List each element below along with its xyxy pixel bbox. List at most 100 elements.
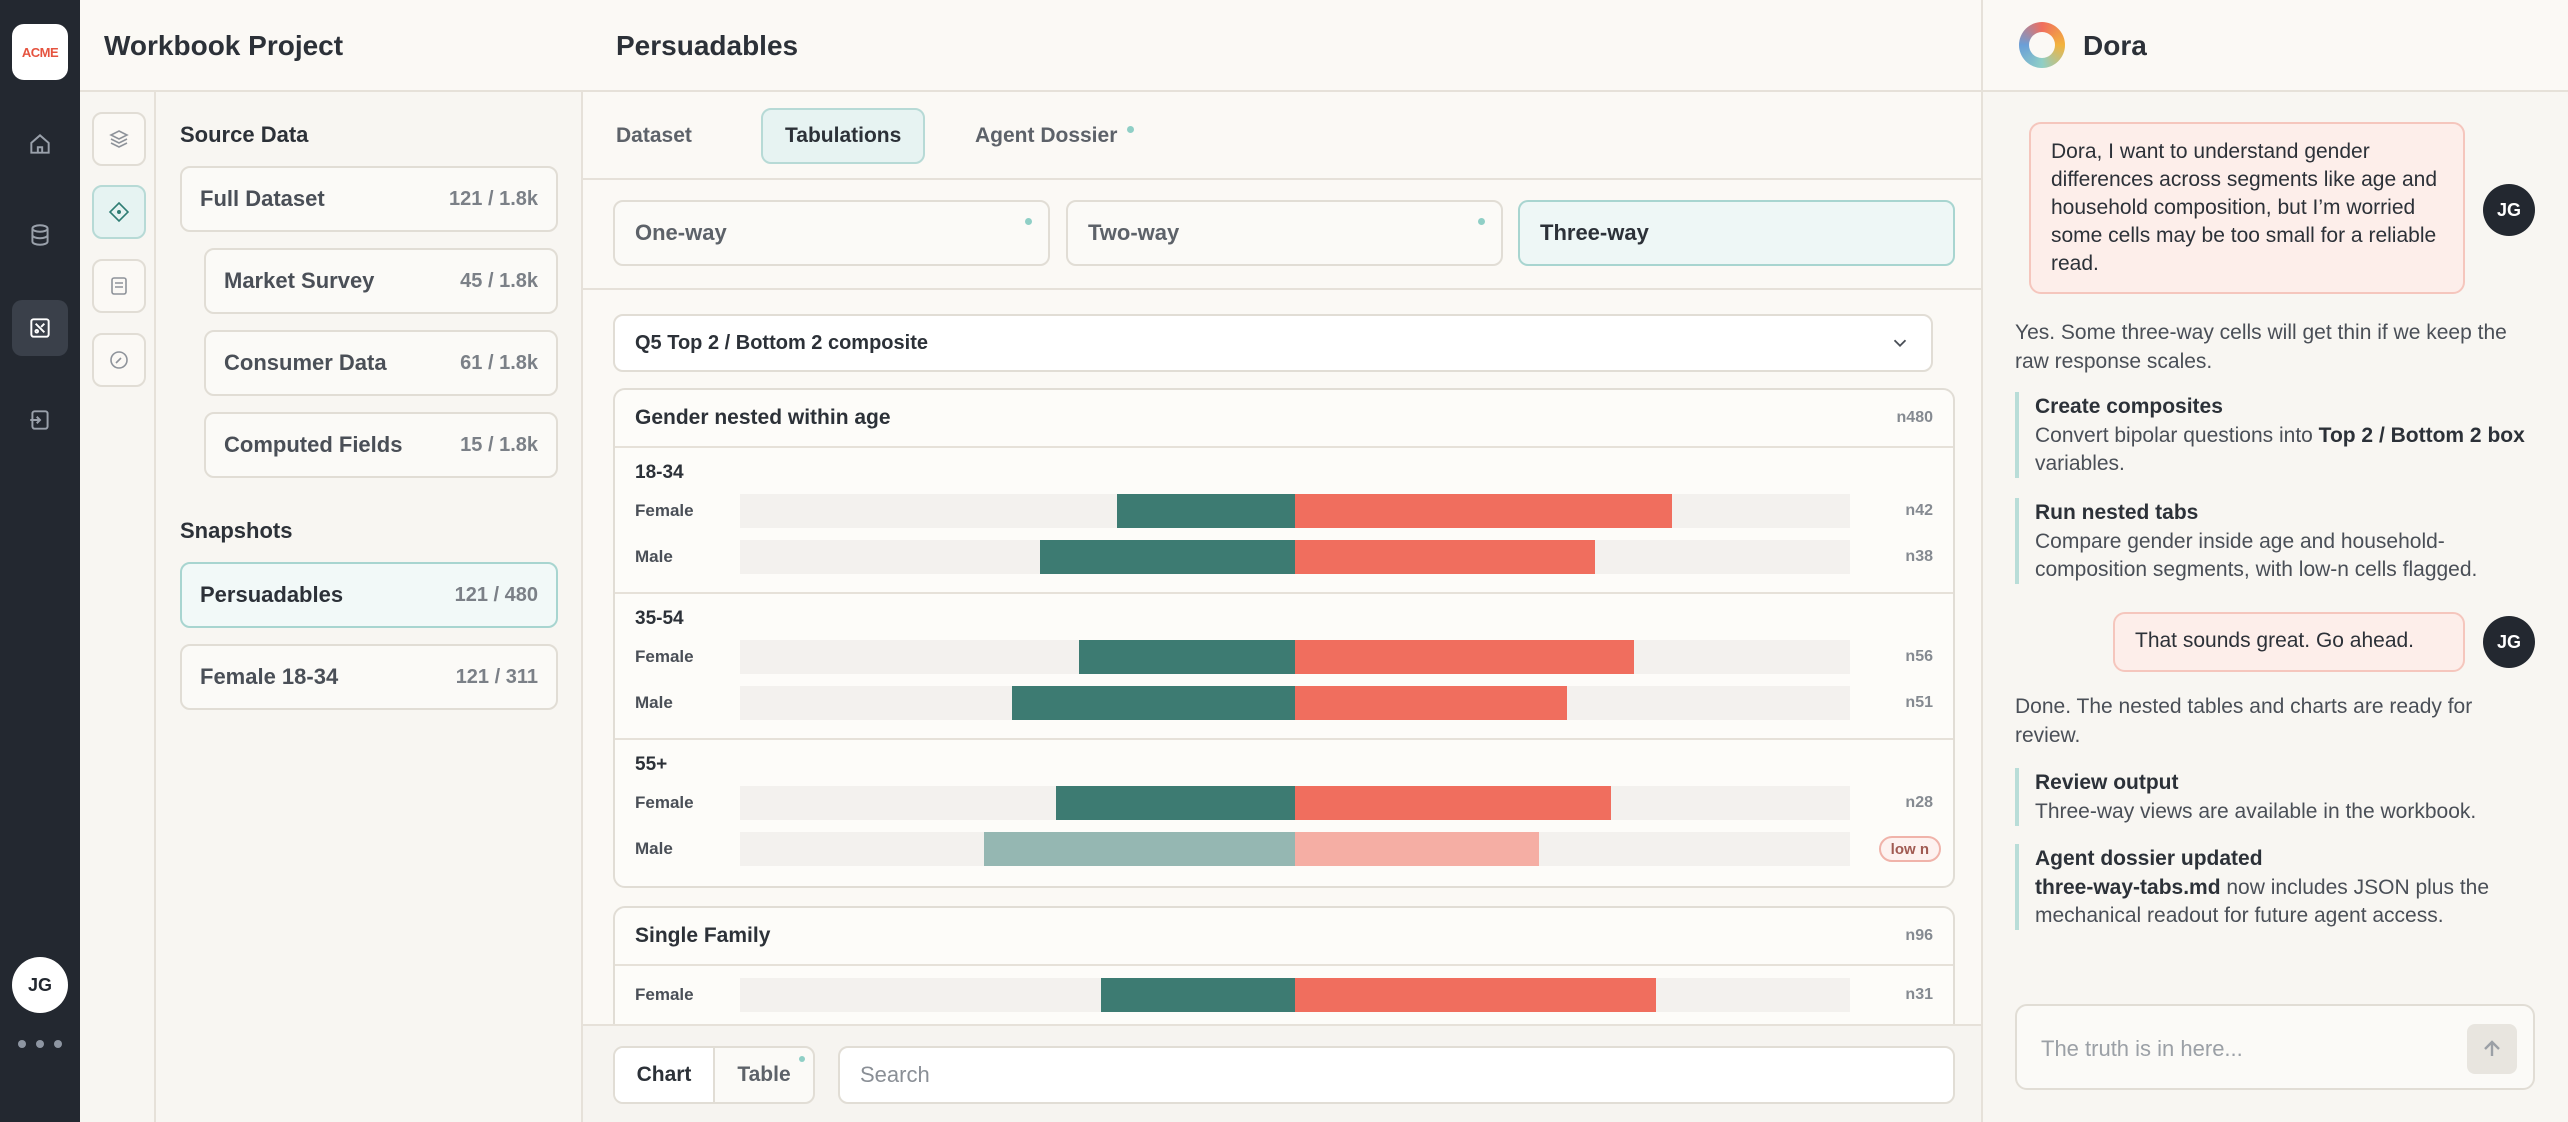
logo-text: ACME <box>21 44 59 60</box>
bar-row-n: n51 <box>1905 694 1933 711</box>
snapshot-name: Persuadables <box>200 582 344 607</box>
bar-row-label: Female <box>635 985 694 1004</box>
user-avatar[interactable]: JG <box>12 957 68 1013</box>
user-avatar: JG <box>2483 184 2535 236</box>
bar-row[interactable]: Female n28 <box>615 786 1953 820</box>
chart-card-n: n96 <box>1905 927 1933 944</box>
bar-row-label: Male <box>635 547 673 566</box>
bar-track <box>740 978 1850 1012</box>
group-label: 55+ <box>635 754 668 775</box>
acme-logo[interactable]: ACME <box>12 24 68 80</box>
chart-card-header: Single Family n96 <box>615 908 1953 966</box>
dora-avatar-icon <box>2019 22 2065 68</box>
tab-dataset[interactable]: Dataset <box>594 108 714 164</box>
snapshot-name: Female 18-34 <box>200 664 339 689</box>
bar-row-label: Female <box>635 501 694 520</box>
tab-tabulations[interactable]: Tabulations <box>761 108 926 164</box>
bar-row[interactable]: Male n51 <box>615 686 1953 720</box>
step-desc: Three-way views are available in the wor… <box>2035 800 2477 823</box>
step-agent-dossier-updated: Agent dossier updated three-way-tabs.md … <box>2015 844 2535 930</box>
step-title: Create composites <box>2035 395 2223 418</box>
search-input[interactable] <box>838 1046 1955 1104</box>
step-desc: three-way-tabs.md now includes JSON plus… <box>2035 876 2490 927</box>
bar-top2 <box>1295 832 1540 866</box>
chat-input[interactable]: The truth is in here... <box>2015 1004 2535 1090</box>
dataset-consumer-data[interactable]: Consumer Data 61 / 1.8k <box>204 330 558 396</box>
question-select-value: Q5 Top 2 / Bottom 2 composite <box>635 331 928 354</box>
bar-bottom2 <box>1100 978 1295 1012</box>
status-dot <box>799 1056 805 1062</box>
project-header: Workbook Project <box>80 0 583 92</box>
more-icon[interactable] <box>18 1034 62 1054</box>
chart-card: Gender nested within age n480 18-34 Femal… <box>613 388 1955 888</box>
question-select[interactable]: Q5 Top 2 / Bottom 2 composite <box>613 314 1933 372</box>
bar-row[interactable]: Male low n <box>615 832 1953 866</box>
bar-track <box>740 640 1850 674</box>
status-dot <box>1478 218 1485 225</box>
tabulation-icon[interactable] <box>12 300 68 356</box>
dataset-market-survey[interactable]: Market Survey 45 / 1.8k <box>204 248 558 314</box>
bar-row[interactable]: Female n31 <box>615 978 1953 1012</box>
bar-bottom2 <box>1117 494 1295 528</box>
dataset-name: Full Dataset <box>200 186 325 211</box>
view-tabs: Dataset Tabulations Agent Dossier <box>583 92 1981 180</box>
bar-row-label: Male <box>635 839 673 858</box>
tab-label: Agent Dossier <box>975 124 1118 147</box>
assistant-header: Dora <box>1983 0 2568 92</box>
bar-row-n: n38 <box>1905 548 1933 565</box>
table-view-button[interactable]: Table <box>715 1048 813 1102</box>
snapshot-female-18-34[interactable]: Female 18-34 121 / 311 <box>180 644 558 710</box>
bar-row-label: Female <box>635 647 694 666</box>
dataset-name: Market Survey <box>224 268 375 293</box>
way-one-way[interactable]: One-way <box>613 200 1050 266</box>
step-title: Agent dossier updated <box>2035 847 2263 870</box>
import-icon[interactable] <box>12 392 68 448</box>
assistant-name: Dora <box>2083 30 2147 61</box>
group-label: 18-34 <box>635 462 684 483</box>
bar-row[interactable]: Female n56 <box>615 640 1953 674</box>
dataset-count: 45 / 1.8k <box>460 269 538 292</box>
dataset-name: Computed Fields <box>224 432 403 457</box>
chart-groups: Femalen31Male <box>615 966 1953 1024</box>
chart-group: Femalen31Male <box>615 966 1953 1024</box>
document-icon[interactable] <box>92 259 146 313</box>
bar-track <box>740 786 1850 820</box>
way-three-way[interactable]: Three-way <box>1518 200 1955 266</box>
step-desc: Compare gender inside age and household-… <box>2035 530 2478 581</box>
dataset-count: 61 / 1.8k <box>460 351 538 374</box>
chart-card-header: Gender nested within age n480 <box>615 390 1953 448</box>
status-dot <box>1025 218 1032 225</box>
bar-row[interactable]: Female n42 <box>615 494 1953 528</box>
layers-icon[interactable] <box>92 112 146 166</box>
bar-row-n: n42 <box>1905 502 1933 519</box>
chart-card: Single Family n96 Femalen31Male <box>613 906 1955 1024</box>
tab-label: Tabulations <box>785 124 902 147</box>
database-icon[interactable] <box>12 207 68 263</box>
tab-agent-dossier[interactable]: Agent Dossier <box>953 108 1156 164</box>
bar-bottom2 <box>984 832 1295 866</box>
bar-row[interactable]: Male n38 <box>615 540 1953 574</box>
main-footer: Chart Table <box>583 1024 1981 1122</box>
gauge-icon[interactable] <box>92 333 146 387</box>
step-review-output: Review output Three-way views are availa… <box>2015 768 2535 826</box>
user-avatar: JG <box>2483 616 2535 668</box>
view-toggle: Chart Table <box>613 1046 815 1104</box>
snapshots-label: Snapshots <box>180 518 293 543</box>
dataset-computed-fields[interactable]: Computed Fields 15 / 1.8k <box>204 412 558 478</box>
bar-track <box>740 494 1850 528</box>
diamond-icon[interactable] <box>92 185 146 239</box>
bar-top2 <box>1295 786 1612 820</box>
dataset-full[interactable]: Full Dataset 121 / 1.8k <box>180 166 558 232</box>
send-button[interactable] <box>2467 1024 2517 1074</box>
way-selector: One-way Two-way Three-way <box>583 180 1981 290</box>
snapshot-persuadables[interactable]: Persuadables 121 / 480 <box>180 562 558 628</box>
chart-view-button[interactable]: Chart <box>615 1048 715 1102</box>
bar-top2 <box>1295 640 1634 674</box>
way-two-way[interactable]: Two-way <box>1066 200 1503 266</box>
step-run-nested-tabs: Run nested tabs Compare gender inside ag… <box>2015 498 2535 584</box>
home-icon[interactable] <box>12 116 68 172</box>
chart-card-title: Single Family <box>635 924 771 947</box>
main-panel: Persuadables Dataset Tabulations Agent D… <box>583 0 1983 1122</box>
project-icon-column <box>80 92 156 1122</box>
source-data-label: Source Data <box>180 122 309 147</box>
